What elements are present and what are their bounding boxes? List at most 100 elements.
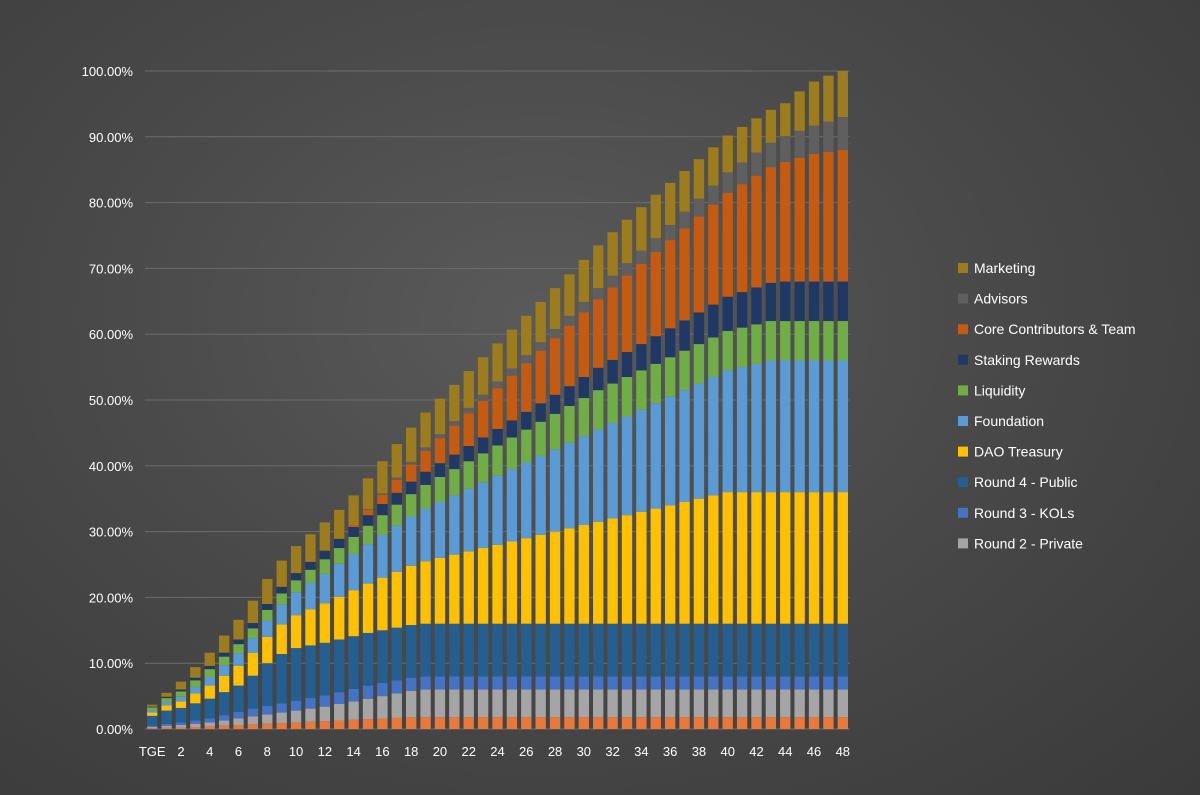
bar-segment [262, 603, 273, 610]
bar-segment [377, 534, 388, 578]
bar-segment [722, 717, 733, 729]
bar-segment [664, 676, 676, 690]
bar-segment [377, 494, 388, 504]
bar-segment [334, 639, 345, 693]
bar-segment [708, 623, 719, 677]
bar-segment [449, 469, 460, 496]
bar-segment [794, 689, 805, 718]
bar-segment [578, 525, 590, 624]
bar-segment [334, 720, 345, 729]
legend-item: DAO Treasury [958, 444, 1063, 460]
bar-segment [578, 623, 590, 677]
bar-segment [837, 321, 848, 361]
bar-segment [305, 708, 316, 722]
bar-segment [708, 676, 719, 690]
bar-stack [679, 171, 690, 729]
bar-segment [204, 677, 215, 686]
bar-segment [405, 464, 417, 482]
y-tick-label: 40.00% [89, 459, 134, 474]
bar-segment [247, 675, 259, 709]
bar-segment [765, 109, 777, 143]
bar-stacks [147, 71, 848, 729]
x-tick-label: 24 [490, 744, 504, 759]
bar-segment [305, 569, 316, 583]
bar-segment [190, 680, 201, 687]
bar-segment [794, 321, 805, 361]
bar-segment [290, 592, 302, 616]
bar-segment [549, 623, 561, 677]
x-tick-label: 44 [778, 744, 792, 759]
bar-segment [636, 207, 647, 251]
bar-segment [823, 360, 834, 493]
bar-segment [607, 717, 618, 729]
bar-stack [175, 681, 187, 729]
bar-segment [290, 573, 302, 581]
x-tick-label: 46 [807, 744, 821, 759]
bar-segment [391, 504, 402, 526]
bar-segment [477, 437, 489, 454]
bar-segment [290, 580, 302, 593]
bar-stack [693, 159, 705, 729]
bar-segment [521, 411, 532, 430]
bar-segment [794, 676, 805, 690]
bar-segment [262, 663, 273, 706]
bar-segment [506, 375, 518, 421]
bar-segment [794, 623, 805, 677]
y-tick-label: 10.00% [89, 656, 134, 671]
bar-stack [477, 357, 489, 729]
bar-stack [708, 147, 719, 729]
bar-segment [161, 705, 172, 711]
legend-label: Advisors [974, 291, 1028, 307]
legend-label: Round 2 - Private [974, 535, 1083, 551]
bar-segment [233, 685, 244, 712]
bar-segment [233, 718, 244, 726]
bar-segment [204, 722, 215, 727]
bar-segment [535, 342, 546, 351]
legend: Marketing Advisors Core Contributors & Tea… [958, 260, 1136, 551]
bar-segment [175, 725, 187, 728]
legend-swatch [958, 477, 968, 488]
bar-segment [607, 287, 618, 360]
bar-stack [549, 288, 561, 729]
bar-segment [405, 494, 417, 517]
bar-segment [319, 559, 331, 574]
bar-segment [492, 689, 503, 718]
bar-segment [564, 442, 575, 529]
bar-segment [664, 182, 676, 225]
bar-segment [751, 676, 762, 690]
bar-segment [391, 525, 402, 572]
bar-segment [420, 471, 431, 485]
bar-segment [377, 718, 388, 729]
bar-segment [420, 623, 431, 677]
y-tick-label: 70.00% [89, 261, 134, 276]
bar-segment [247, 600, 259, 624]
bar-segment [650, 689, 661, 718]
bar-segment [319, 522, 331, 551]
bar-segment [564, 325, 575, 387]
bar-segment [161, 710, 172, 724]
bar-segment [405, 427, 417, 462]
bar-segment [506, 676, 518, 690]
bar-segment [621, 689, 633, 718]
bar-segment [664, 224, 676, 241]
bar-segment [147, 728, 158, 729]
y-tick-label: 90.00% [89, 130, 134, 145]
bar-stack [276, 560, 287, 729]
bar-stack [449, 384, 460, 729]
bar-segment [204, 665, 215, 670]
bar-segment [650, 238, 661, 252]
bar-segment [449, 425, 460, 455]
x-tick-label: 14 [346, 744, 360, 759]
bar-segment [434, 434, 446, 439]
bar-segment [147, 704, 158, 707]
bar-stack [233, 619, 244, 729]
bar-segment [377, 630, 388, 683]
bar-segment [765, 282, 777, 322]
legend-label: Core Contributors & Team [974, 321, 1136, 337]
bar-segment [463, 689, 474, 718]
bar-segment [679, 689, 690, 718]
bar-segment [780, 360, 791, 493]
x-tick-label: 28 [548, 744, 562, 759]
bar-segment [837, 492, 848, 624]
